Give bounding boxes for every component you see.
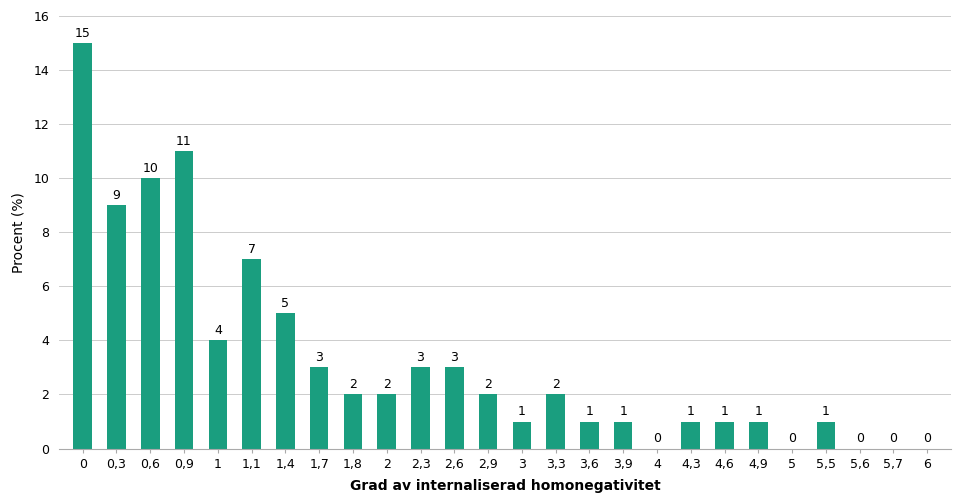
Bar [73, 43, 92, 449]
Text: 0: 0 [854, 432, 863, 446]
Text: 2: 2 [483, 378, 491, 391]
Bar [141, 178, 160, 449]
Text: 0: 0 [889, 432, 897, 446]
Text: 1: 1 [517, 405, 526, 418]
Text: 0: 0 [787, 432, 796, 446]
Text: 0: 0 [653, 432, 660, 446]
Text: 2: 2 [382, 378, 390, 391]
X-axis label: Grad av internaliserad homonegativitet: Grad av internaliserad homonegativitet [349, 479, 659, 493]
Text: 2: 2 [349, 378, 357, 391]
Bar [715, 421, 733, 449]
Text: 9: 9 [112, 189, 120, 202]
Bar [749, 421, 767, 449]
Y-axis label: Procent (%): Procent (%) [12, 192, 25, 273]
Bar [343, 395, 362, 449]
Text: 0: 0 [923, 432, 930, 446]
Bar [276, 313, 294, 449]
Bar [209, 340, 227, 449]
Text: 3: 3 [450, 351, 457, 364]
Bar [445, 367, 463, 449]
Text: 2: 2 [551, 378, 559, 391]
Bar [680, 421, 700, 449]
Bar [816, 421, 834, 449]
Text: 3: 3 [416, 351, 424, 364]
Text: 15: 15 [75, 27, 90, 40]
Text: 11: 11 [176, 135, 191, 148]
Text: 1: 1 [585, 405, 593, 418]
Bar [309, 367, 328, 449]
Text: 1: 1 [686, 405, 694, 418]
Bar [410, 367, 430, 449]
Bar [613, 421, 631, 449]
Bar [175, 151, 193, 449]
Bar [512, 421, 530, 449]
Text: 5: 5 [281, 297, 289, 310]
Text: 1: 1 [619, 405, 627, 418]
Bar [107, 205, 126, 449]
Bar [546, 395, 564, 449]
Text: 10: 10 [142, 162, 158, 175]
Text: 7: 7 [247, 243, 256, 256]
Bar [242, 260, 260, 449]
Text: 1: 1 [720, 405, 727, 418]
Bar [377, 395, 396, 449]
Bar [579, 421, 598, 449]
Bar [479, 395, 497, 449]
Text: 4: 4 [213, 324, 222, 337]
Text: 1: 1 [821, 405, 829, 418]
Text: 3: 3 [315, 351, 323, 364]
Text: 1: 1 [753, 405, 761, 418]
